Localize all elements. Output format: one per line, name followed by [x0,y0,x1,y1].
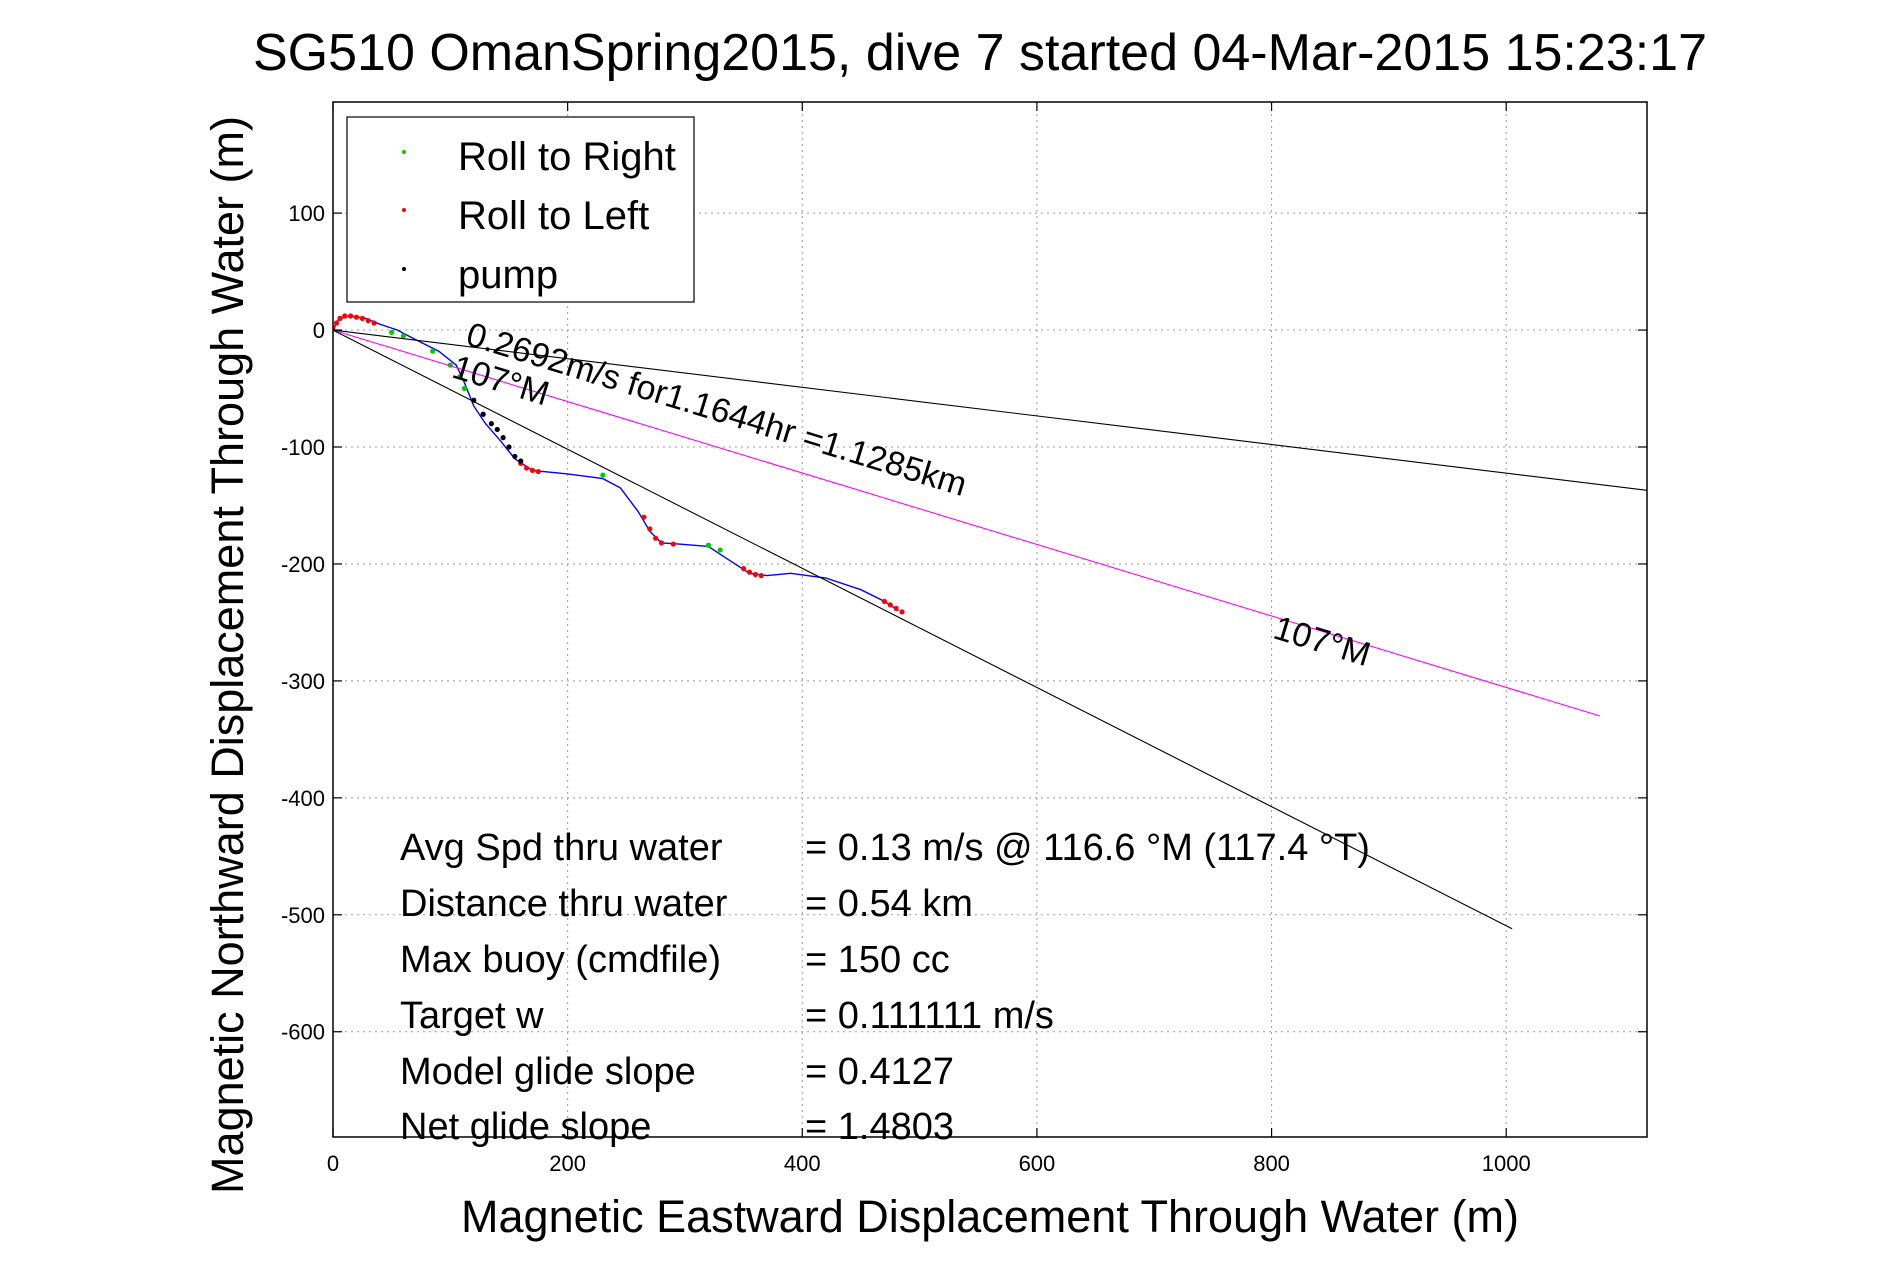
roll-to-left-point [746,569,753,575]
pump-point [512,453,518,459]
legend-marker-roll-left [402,208,406,212]
roll-to-left-point [371,320,377,326]
reference-line-line [333,329,1513,930]
roll-to-right-point [400,333,406,339]
y-tick-label: -500 [281,903,325,928]
y-tick-label: 0 [313,318,325,343]
roll-to-left-point [529,467,536,473]
y-tick-label: 100 [288,201,325,226]
chart-title: SG510 OmanSpring2015, dive 7 started 04-… [253,24,1707,82]
track-line [333,315,899,612]
stat-label: Net glide slope [400,1106,651,1148]
roll-to-left-point [670,541,676,547]
legend: Roll to Right Roll to Left pump [346,116,695,303]
pump-point [500,435,506,441]
roll-to-left-points [333,313,905,615]
roll-to-left-point [353,314,360,320]
stat-value: = 150 cc [805,939,950,981]
roll-to-right-point [457,374,463,380]
stat-value: = 0.13 m/s @ 116.6 °M (117.4 °T) [805,827,1370,869]
pump-point [488,421,494,427]
stat-value: = 0.111111 m/s [805,995,1054,1037]
roll-to-right-point [717,547,723,553]
roll-to-right-point [600,472,606,478]
roll-to-right-point [389,329,395,335]
pump-point [494,426,500,433]
x-tick-label: 200 [549,1151,586,1176]
y-tick-label: -100 [281,435,325,460]
y-tick-label: -300 [281,669,325,694]
roll-to-left-point [535,468,541,475]
stat-value: = 0.4127 [805,1051,954,1093]
reference-line-line [333,329,1647,491]
x-tick-label: 600 [1019,1151,1056,1176]
roll-to-left-point [342,313,348,319]
y-tick-label: -200 [281,552,325,577]
roll-to-left-point [741,566,747,572]
roll-to-left-point [881,598,888,604]
x-tick-label: 400 [784,1151,821,1176]
roll-to-left-point [337,315,343,321]
legend-marker-roll-right [402,150,406,154]
roll-to-left-point [752,571,758,578]
stat-label: Avg Spd thru water [400,827,723,869]
stat-value: = 1.4803 [805,1106,954,1148]
roll-to-right-point [461,385,467,392]
y-tick-label: -600 [281,1020,325,1045]
data-series [333,313,1647,930]
pump-point [518,458,524,464]
roll-to-left-point [653,535,659,541]
y-tick-label: -400 [281,786,325,811]
roll-to-left-point [647,526,653,532]
roll-to-left-point [347,313,354,319]
pump-point [506,444,512,450]
stat-value: = 0.54 km [805,883,973,925]
roll-to-right-point [430,348,436,354]
roll-to-left-point [523,465,530,471]
x-tick-label: 0 [327,1151,339,1176]
x-axis-label: Magnetic Eastward Displacement Through W… [461,1191,1519,1242]
legend-label-roll-left: Roll to Left [458,194,649,238]
roll-to-right-point [705,542,712,548]
roll-to-left-point [359,315,365,321]
roll-to-left-point [887,602,893,608]
dive-stats: Avg Spd thru water = 0.13 m/s @ 116.6 °M… [400,827,1370,1148]
stat-label: Model glide slope [400,1051,696,1093]
roll-to-left-point [899,609,905,615]
stat-label: Target w [400,995,544,1037]
legend-marker-pump [402,267,406,271]
y-axis-label: Magnetic Northward Displacement Through … [202,116,253,1194]
pump-point [480,411,486,417]
legend-label-roll-right: Roll to Right [458,135,676,179]
roll-to-left-point [893,605,899,611]
axis-ticks: 0 200 400 600 800 10001000-100-200-300-400-50… [281,102,1647,1176]
roll-to-left-point [658,540,665,546]
x-tick-label: 800 [1253,1151,1290,1176]
roll-to-right-points [389,329,723,553]
roll-to-left-point [641,514,647,520]
reference-line-line [333,329,1601,717]
legend-label-pump: pump [458,253,558,297]
roll-to-left-point [333,320,340,326]
stat-label: Max buoy (cmdfile) [400,939,721,981]
x-tick-label: 1000 [1482,1151,1531,1176]
pump-points [471,397,524,464]
roll-to-left-point [758,573,764,579]
roll-to-left-point [365,318,371,324]
stat-label: Distance thru water [400,883,728,925]
plot-frame [332,101,1648,1138]
